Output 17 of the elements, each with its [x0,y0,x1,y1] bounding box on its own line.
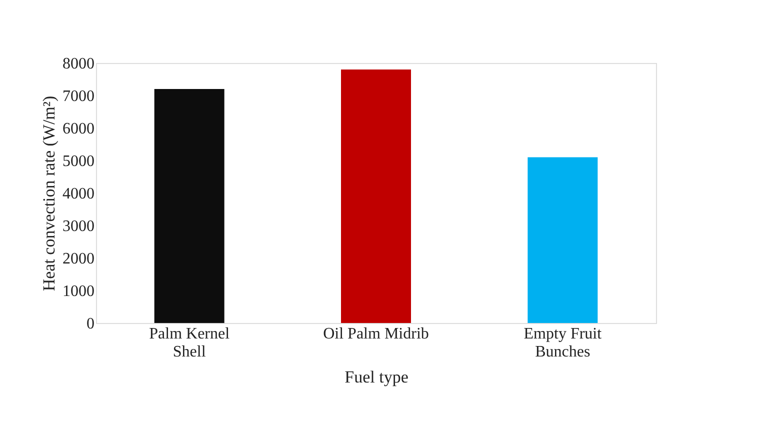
bar [154,89,224,323]
bar [341,70,411,323]
x-tick-label: Palm Kernel Shell [149,326,230,360]
y-tick-label: 4000 [62,186,94,202]
y-tick-label: 8000 [62,56,94,72]
y-tick-label: 7000 [62,88,94,105]
x-axis-title: Fuel type [344,368,408,386]
y-tick-label: 5000 [62,153,94,170]
y-tick-label: 0 [86,316,94,332]
x-tick-label: Empty Fruit Bunches [524,326,602,360]
y-tick-label: 3000 [62,218,94,235]
y-tick-label: 6000 [62,120,94,138]
y-tick-label: 1000 [62,283,94,300]
bar [528,157,598,323]
y-tick-label: 2000 [62,250,94,268]
x-tick-label: Oil Palm Midrib [323,326,429,342]
y-axis-title: Heat convection rate (W/m²) [40,96,58,292]
